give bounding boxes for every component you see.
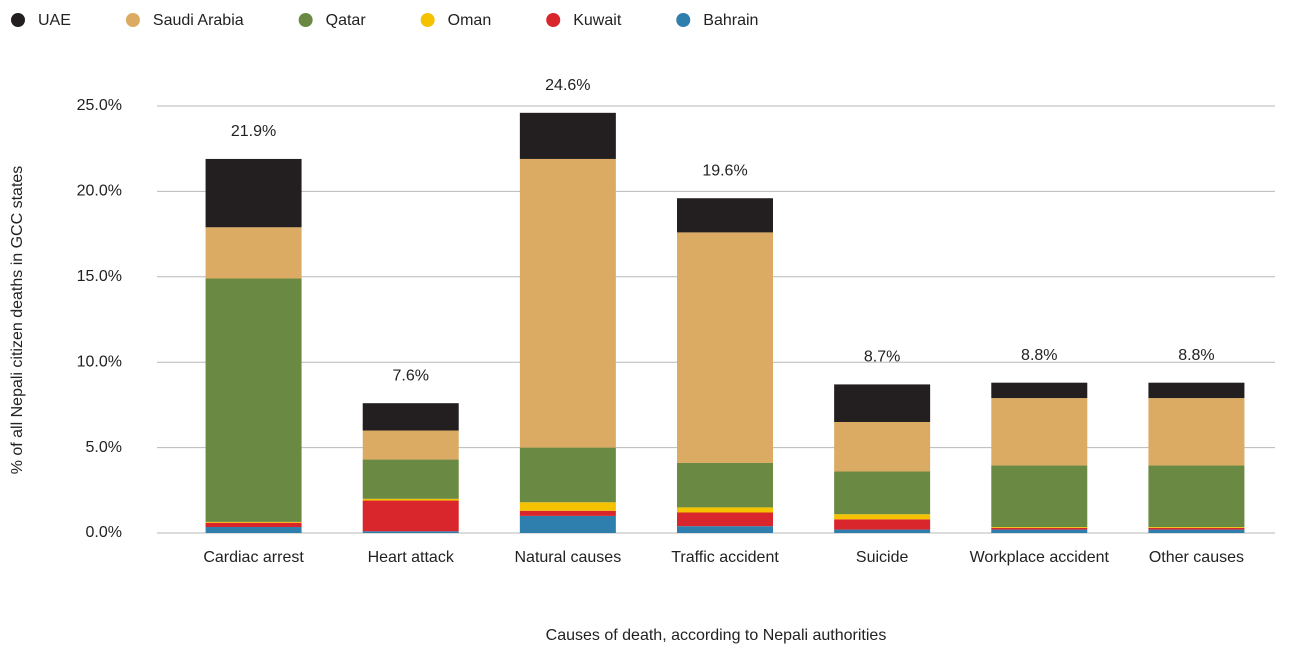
bar-segment bbox=[519, 158, 616, 448]
legend-marker bbox=[420, 13, 435, 27]
y-axis-title: % of all Nepali citizen deaths in GCC st… bbox=[9, 166, 26, 475]
bar-segment bbox=[362, 403, 459, 431]
y-tick-label: 25.0% bbox=[77, 97, 122, 114]
bar-segment bbox=[677, 512, 773, 527]
bar-segment bbox=[362, 459, 459, 499]
bar-segment bbox=[519, 510, 616, 516]
legend-label: UAE bbox=[38, 12, 71, 29]
bar-segment bbox=[1148, 382, 1245, 399]
legend-marker bbox=[546, 13, 561, 27]
bar-segment bbox=[991, 465, 1088, 528]
y-tick-label: 10.0% bbox=[77, 353, 122, 370]
bar-segment bbox=[991, 527, 1088, 528]
x-tick-label: Natural causes bbox=[514, 549, 622, 566]
bar-segment bbox=[834, 519, 931, 530]
x-tick-label: Heart attack bbox=[367, 549, 454, 566]
bar-segment bbox=[519, 502, 616, 511]
x-tick-label: Suicide bbox=[855, 549, 909, 566]
bar-segment bbox=[1148, 398, 1245, 466]
y-tick-label: 15.0% bbox=[77, 268, 122, 285]
bar-segment bbox=[205, 521, 302, 523]
bar-segment bbox=[1148, 527, 1245, 528]
y-tick-label: 0.0% bbox=[86, 524, 122, 541]
total-label: 8.8% bbox=[1178, 347, 1214, 364]
legend-marker bbox=[298, 13, 313, 27]
total-label: 24.6% bbox=[545, 77, 590, 94]
bar-segment bbox=[205, 527, 302, 533]
bar-segment bbox=[519, 515, 616, 533]
legend-label: Oman bbox=[448, 12, 492, 29]
x-tick-label: Traffic accident bbox=[671, 549, 779, 566]
x-axis-title: Causes of death, according to Nepali aut… bbox=[546, 627, 887, 644]
bar-segment bbox=[677, 462, 773, 508]
total-label: 19.6% bbox=[702, 162, 747, 179]
total-label: 8.8% bbox=[1021, 347, 1057, 364]
bar-segment bbox=[1148, 529, 1245, 533]
bar-segment bbox=[362, 500, 459, 532]
x-tick-label: Other causes bbox=[1148, 549, 1244, 566]
bar-segment bbox=[677, 232, 773, 463]
legend-marker bbox=[11, 13, 25, 27]
total-label: 21.9% bbox=[231, 123, 276, 140]
bar-segment bbox=[991, 398, 1088, 466]
legend-marker bbox=[676, 13, 691, 27]
bar-segment bbox=[991, 527, 1088, 530]
y-tick-label: 20.0% bbox=[77, 183, 122, 200]
bar-segment bbox=[205, 227, 302, 279]
bar-segment bbox=[1148, 527, 1245, 530]
bar-segment bbox=[834, 384, 931, 422]
x-tick-label: Workplace accident bbox=[969, 549, 1109, 566]
bar-segment bbox=[362, 498, 459, 501]
bar-segment bbox=[991, 382, 1088, 399]
bar-segment bbox=[834, 421, 931, 472]
bar-segment bbox=[205, 278, 302, 522]
total-label: 8.7% bbox=[864, 349, 900, 366]
bar-segment bbox=[205, 158, 302, 228]
x-tick-label: Cardiac arrest bbox=[203, 549, 304, 566]
legend-marker bbox=[125, 13, 140, 27]
bar-segment bbox=[205, 522, 302, 528]
bar-segment bbox=[362, 531, 459, 533]
y-tick-label: 5.0% bbox=[86, 439, 122, 456]
legend-label: Saudi Arabia bbox=[153, 12, 244, 29]
bar-segment bbox=[677, 198, 773, 233]
bar-segment bbox=[991, 529, 1088, 533]
bar-segment bbox=[519, 447, 616, 503]
total-label: 7.6% bbox=[392, 367, 428, 384]
bar-segment bbox=[834, 471, 931, 515]
legend-label: Bahrain bbox=[703, 12, 758, 29]
bar-segment bbox=[519, 112, 616, 159]
bar-segment bbox=[834, 529, 931, 533]
bar-segment bbox=[362, 430, 459, 460]
bar-segment bbox=[834, 514, 931, 520]
bar-segment bbox=[1148, 465, 1245, 528]
legend-label: Kuwait bbox=[573, 12, 622, 29]
bar-segment bbox=[677, 507, 773, 513]
bar-segment bbox=[677, 526, 773, 533]
legend-label: Qatar bbox=[326, 12, 367, 29]
